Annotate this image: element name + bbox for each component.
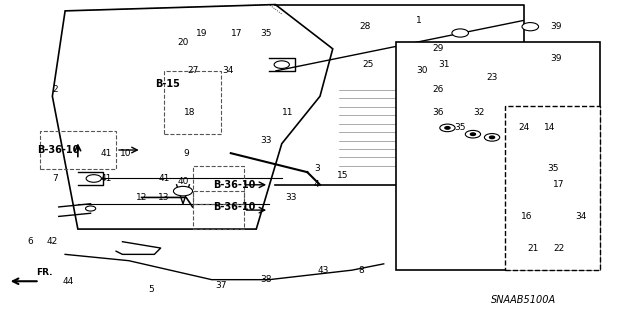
- Text: B-36-10: B-36-10: [212, 202, 255, 212]
- Text: 39: 39: [550, 22, 561, 31]
- Text: 13: 13: [158, 193, 170, 202]
- Circle shape: [173, 186, 193, 196]
- Text: 23: 23: [486, 73, 498, 82]
- Circle shape: [86, 206, 96, 211]
- Text: B-36-10: B-36-10: [212, 180, 255, 190]
- Circle shape: [445, 127, 450, 129]
- Bar: [40, 131, 116, 169]
- Text: 22: 22: [554, 243, 564, 253]
- Text: 41: 41: [101, 149, 112, 158]
- Text: 5: 5: [148, 285, 154, 294]
- Text: 27: 27: [187, 66, 198, 76]
- Text: 30: 30: [416, 66, 428, 76]
- Text: 37: 37: [216, 281, 227, 291]
- Circle shape: [465, 130, 481, 138]
- Circle shape: [484, 134, 500, 141]
- Text: 14: 14: [544, 123, 555, 132]
- Text: 11: 11: [282, 108, 294, 116]
- Text: 12: 12: [136, 193, 147, 202]
- Text: 21: 21: [528, 243, 539, 253]
- Text: 8: 8: [358, 266, 364, 275]
- Bar: [193, 191, 244, 229]
- Text: 20: 20: [177, 38, 189, 47]
- Text: 7: 7: [52, 174, 58, 183]
- Text: 33: 33: [260, 136, 271, 145]
- Bar: [505, 106, 600, 270]
- Circle shape: [86, 175, 101, 182]
- Text: 9: 9: [183, 149, 189, 158]
- Text: 25: 25: [362, 60, 374, 69]
- Text: 40: 40: [177, 177, 189, 186]
- Text: 10: 10: [120, 149, 131, 158]
- Text: 29: 29: [432, 44, 444, 53]
- Text: 33: 33: [285, 193, 297, 202]
- Text: FR.: FR.: [36, 268, 53, 277]
- Text: 41: 41: [158, 174, 170, 183]
- Circle shape: [522, 23, 539, 31]
- Bar: [193, 166, 244, 204]
- Circle shape: [490, 136, 495, 139]
- Text: 42: 42: [47, 237, 58, 246]
- Text: 35: 35: [454, 123, 466, 132]
- Polygon shape: [275, 20, 524, 71]
- Text: 2: 2: [52, 85, 58, 94]
- Text: 6: 6: [27, 237, 33, 246]
- Text: 35: 35: [260, 28, 271, 38]
- Text: 18: 18: [184, 108, 195, 116]
- Text: 19: 19: [196, 28, 208, 38]
- Text: SNAAB5100A: SNAAB5100A: [492, 295, 556, 305]
- Text: 17: 17: [232, 28, 243, 38]
- Text: 43: 43: [317, 266, 329, 275]
- Text: 28: 28: [359, 22, 371, 31]
- Circle shape: [452, 29, 468, 37]
- Text: 26: 26: [432, 85, 444, 94]
- Circle shape: [274, 61, 289, 69]
- Text: B-15: B-15: [155, 78, 179, 89]
- Text: 32: 32: [474, 108, 485, 116]
- Text: 24: 24: [518, 123, 529, 132]
- Text: 31: 31: [438, 60, 450, 69]
- Polygon shape: [52, 4, 333, 229]
- Text: 4: 4: [314, 180, 319, 189]
- Circle shape: [470, 133, 476, 136]
- Text: B-36-10: B-36-10: [38, 145, 80, 155]
- Text: 38: 38: [260, 275, 271, 284]
- Text: 34: 34: [222, 66, 234, 76]
- Text: 36: 36: [432, 108, 444, 116]
- Text: 35: 35: [547, 165, 558, 174]
- Text: 17: 17: [553, 180, 564, 189]
- Text: 16: 16: [522, 212, 533, 221]
- Text: 15: 15: [337, 171, 348, 180]
- Circle shape: [440, 124, 455, 132]
- Text: 41: 41: [101, 174, 112, 183]
- Text: 1: 1: [416, 16, 422, 25]
- Text: 39: 39: [550, 54, 561, 63]
- Bar: [396, 42, 600, 270]
- Bar: [164, 71, 221, 134]
- Text: 34: 34: [575, 212, 587, 221]
- Text: 3: 3: [314, 165, 320, 174]
- Text: 44: 44: [63, 277, 74, 286]
